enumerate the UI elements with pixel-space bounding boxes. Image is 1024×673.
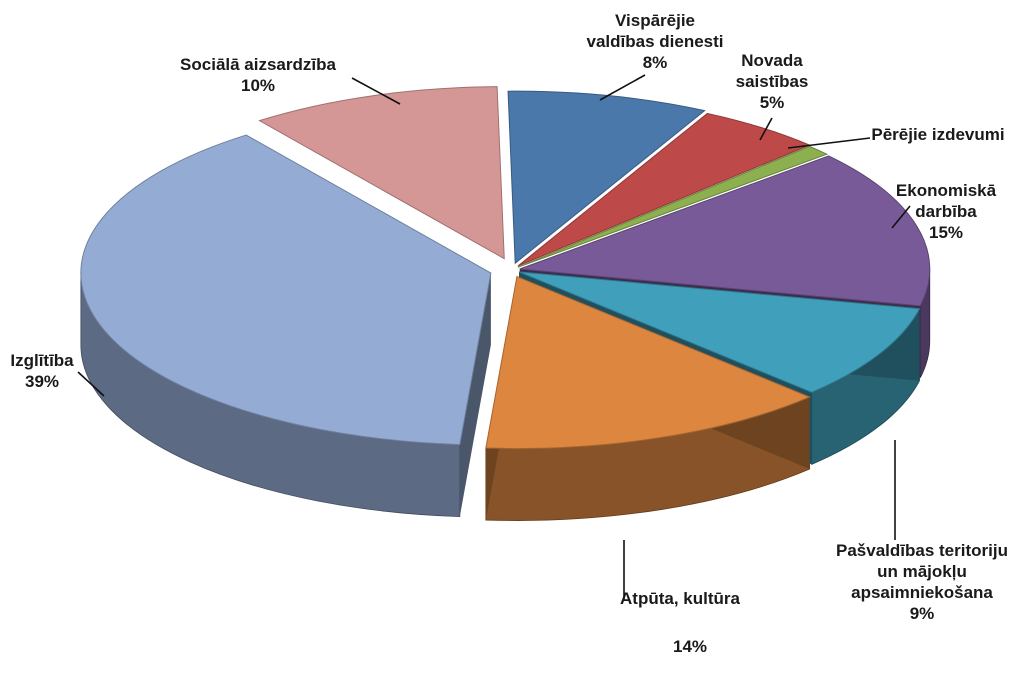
pie-slice bbox=[517, 145, 829, 268]
slice-label: Sociālā aizsardzība 10% bbox=[180, 55, 336, 95]
slice-value-label: 39% bbox=[25, 372, 59, 391]
slice-label: Ekonomiskā darbība 15% bbox=[896, 181, 997, 242]
leader-line bbox=[787, 137, 871, 149]
slice-label-line: Ekonomiskā bbox=[896, 181, 997, 200]
slice-label: Novada saistības 5% bbox=[736, 51, 809, 112]
slice-label: Izglītība 39% bbox=[10, 351, 74, 391]
slice-label-line: un mājokļu bbox=[877, 562, 967, 581]
slice-labels: Vispārējie valdības dienesti 8% Novada saist… bbox=[10, 11, 1008, 656]
slice-label-line: Pašvaldības teritoriju bbox=[836, 541, 1008, 560]
slice-value-label: 9% bbox=[910, 604, 935, 623]
slice-value-label: 10% bbox=[241, 76, 275, 95]
leader-line bbox=[599, 74, 646, 101]
slice-label-line: apsaimniekošana bbox=[851, 583, 993, 602]
slice-value-label: 8% bbox=[643, 53, 668, 72]
slice-label-line: Pērējie izdevumi bbox=[871, 125, 1004, 144]
pie-slice bbox=[518, 271, 921, 393]
slice-label: Pērējie izdevumi bbox=[871, 125, 1004, 144]
leader-lines bbox=[77, 74, 911, 600]
slice-value-label: 15% bbox=[929, 223, 963, 242]
pie-slice bbox=[258, 86, 505, 260]
leader-line bbox=[759, 117, 773, 141]
pie-slice bbox=[485, 275, 811, 450]
slice-label-line: Novada bbox=[741, 51, 803, 70]
pie-slice bbox=[519, 155, 931, 307]
slice-value-label: 5% bbox=[760, 93, 785, 112]
slice-label-line: darbība bbox=[915, 202, 977, 221]
slice-label-line: saistības bbox=[736, 72, 809, 91]
pie-slice bbox=[80, 134, 492, 446]
leader-line bbox=[77, 371, 105, 397]
slice-label: Vispārējie valdības dienesti 8% bbox=[587, 11, 724, 72]
slice-label-line: Vispārējie bbox=[615, 11, 695, 30]
pie-top-layer bbox=[80, 86, 931, 450]
slice-label-line: Sociālā aizsardzība bbox=[180, 55, 336, 74]
slice-label-line: Atpūta, kultūra bbox=[620, 589, 740, 608]
slice-value-label: 14% bbox=[673, 637, 707, 656]
pie-slice-wall bbox=[459, 273, 491, 517]
leader-line bbox=[891, 205, 911, 229]
slice-label-line: valdības dienesti bbox=[587, 32, 724, 51]
slice-label-line: Izglītība bbox=[10, 351, 74, 370]
pie-slice bbox=[507, 90, 706, 265]
slice-label: Pašvaldības teritoriju un mājokļu apsaimni… bbox=[836, 541, 1008, 623]
leader-line bbox=[351, 77, 401, 105]
slice-label: Atpūta, kultūra bbox=[620, 589, 740, 608]
